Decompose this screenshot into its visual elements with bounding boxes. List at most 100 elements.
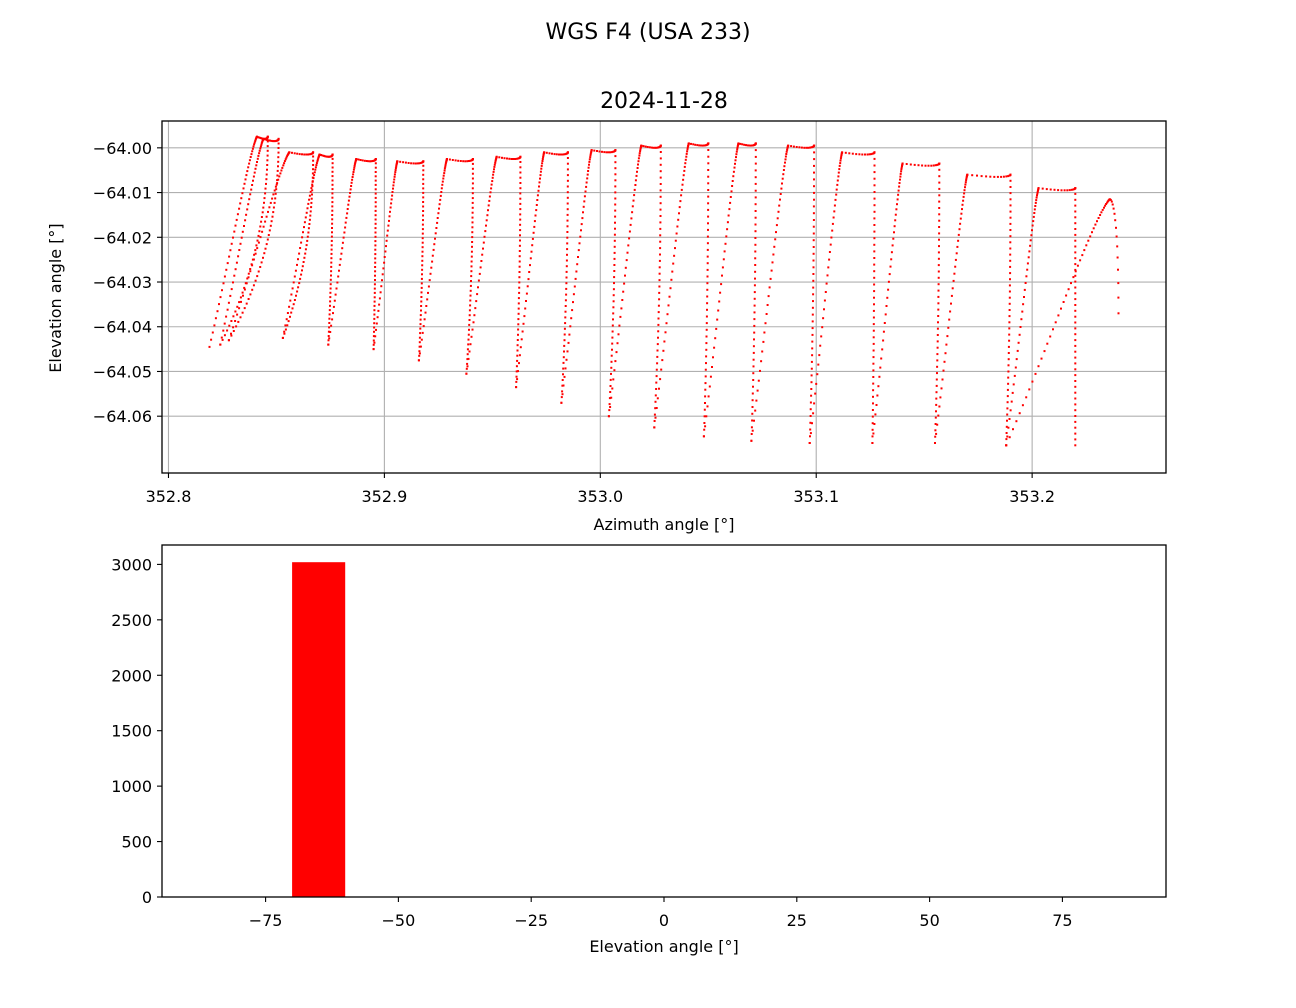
scatter-point: [575, 270, 578, 273]
scatter-point: [938, 405, 941, 408]
scatter-point: [438, 207, 440, 210]
scatter-point: [416, 162, 419, 165]
scatter-point: [582, 205, 585, 208]
scatter-point: [427, 285, 430, 288]
scatter-point: [901, 162, 904, 165]
scatter-point: [873, 171, 876, 174]
scatter-point: [254, 167, 257, 170]
scatter-point: [331, 205, 334, 208]
scatter-point: [566, 253, 568, 256]
scatter-point: [420, 286, 423, 289]
scatter-point: [1113, 212, 1116, 215]
scatter-point: [257, 241, 260, 244]
scatter-point: [561, 153, 564, 156]
scatter-point: [1018, 333, 1021, 336]
scatter-point: [247, 166, 250, 169]
scatter-point: [873, 177, 876, 180]
scatter-point: [221, 289, 223, 292]
scatter-point: [353, 163, 356, 166]
scatter-point: [753, 331, 756, 334]
scatter-point: [613, 282, 615, 285]
scatter-point: [769, 277, 772, 280]
scatter-point: [1026, 268, 1029, 271]
scatter-point: [1025, 396, 1028, 399]
scatter-point: [563, 344, 566, 347]
scatter-point: [1012, 428, 1014, 431]
scatter-point: [222, 282, 225, 285]
scatter-point: [329, 300, 332, 303]
scatter-point: [373, 341, 376, 344]
scatter-point: [861, 153, 864, 156]
scatter-point: [250, 153, 253, 156]
scatter-point: [291, 307, 294, 310]
scatter-point: [686, 150, 689, 153]
scatter-point: [454, 159, 457, 162]
scatter-point: [374, 196, 377, 199]
scatter-point: [435, 227, 438, 229]
scatter-point: [283, 160, 286, 163]
scatter-point: [1005, 432, 1008, 434]
scatter-point: [835, 188, 838, 191]
scatter-point: [707, 169, 710, 171]
scatter-point: [686, 148, 689, 151]
scatter-point: [311, 172, 314, 175]
scatter-point: [1008, 315, 1011, 318]
scatter-point: [421, 223, 424, 226]
scatter-point: [1100, 211, 1103, 214]
scatter-point: [800, 146, 803, 149]
scatter-point: [811, 320, 814, 323]
scatter-point: [248, 162, 251, 165]
scatter-point: [488, 199, 491, 202]
scatter-point: [635, 174, 638, 177]
scatter-point: [741, 143, 744, 146]
scatter-point: [659, 144, 662, 147]
scatter-point: [374, 175, 377, 178]
scatter-point: [237, 255, 240, 258]
scatter-point: [245, 174, 248, 177]
scatter-point: [308, 218, 311, 221]
scatter-point: [252, 284, 255, 287]
scatter-point: [811, 333, 814, 336]
scatter-point: [253, 143, 256, 146]
scatter-point: [807, 146, 810, 149]
scatter-point: [270, 139, 273, 142]
scatter-point: [227, 339, 230, 342]
scatter-point: [295, 294, 297, 297]
scatter-y-tick-label: −64.00: [93, 139, 152, 158]
scatter-point: [469, 284, 472, 287]
scatter-point: [565, 358, 568, 361]
scatter-point: [254, 249, 257, 252]
scatter-point: [279, 172, 282, 175]
scatter-point: [422, 160, 425, 163]
scatter-point: [639, 150, 642, 153]
scatter-point: [269, 139, 271, 142]
scatter-point: [957, 233, 960, 236]
scatter-point: [260, 261, 263, 264]
scatter-point: [813, 178, 815, 181]
scatter-point: [729, 196, 732, 198]
scatter-point: [812, 286, 815, 289]
scatter-point: [274, 197, 277, 200]
scatter-point: [937, 270, 940, 273]
scatter-point: [343, 231, 346, 234]
scatter-point: [885, 305, 888, 307]
scatter-point: [259, 145, 262, 148]
scatter-point: [705, 342, 708, 345]
scatter-point: [1074, 397, 1077, 400]
scatter-point: [706, 308, 708, 311]
scatter-point: [419, 314, 422, 317]
scatter-point: [422, 187, 425, 190]
scatter-point: [1074, 304, 1077, 306]
scatter-point: [934, 423, 937, 425]
scatter-point: [614, 197, 617, 200]
scatter-point: [727, 214, 730, 217]
scatter-point: [698, 144, 701, 147]
scatter-point: [786, 147, 789, 150]
scatter-point: [565, 293, 568, 296]
scatter-point: [617, 333, 620, 336]
scatter-point: [752, 365, 755, 368]
scatter-point: [767, 295, 770, 298]
scatter-x-tick-label: 353.0: [577, 487, 623, 506]
scatter-point: [938, 175, 941, 178]
scatter-point: [752, 358, 755, 361]
